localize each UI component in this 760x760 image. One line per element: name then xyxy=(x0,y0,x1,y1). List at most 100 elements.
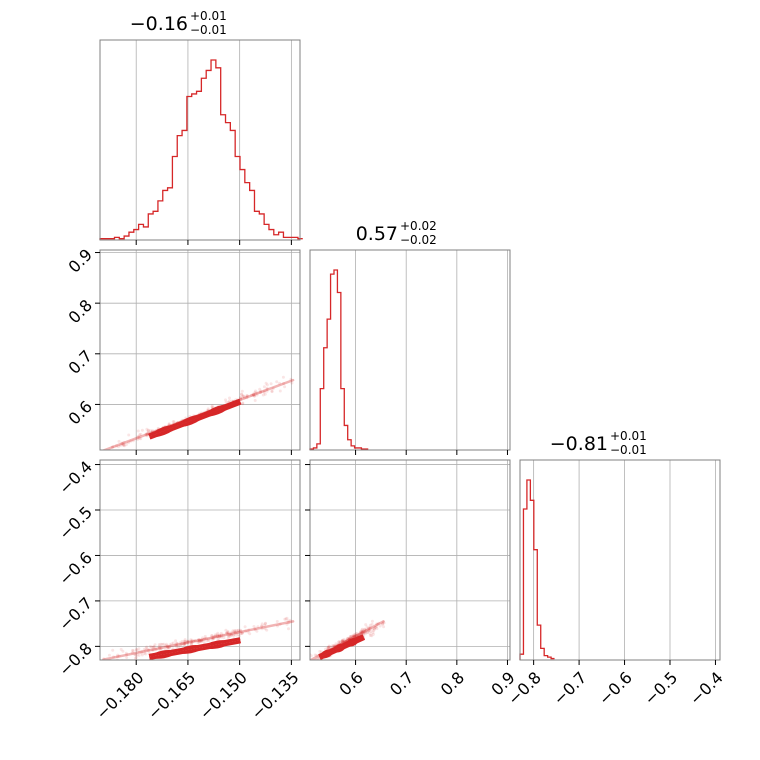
scatter-point xyxy=(360,628,364,632)
scatter-point xyxy=(341,638,344,642)
scatter-point xyxy=(146,430,150,434)
scatter-point xyxy=(170,642,174,646)
scatter-point xyxy=(145,647,149,651)
scatter-point xyxy=(139,432,143,436)
scatter-point xyxy=(316,656,320,660)
scatter-point xyxy=(326,646,330,649)
scatter-point xyxy=(174,639,178,643)
scatter-point xyxy=(239,398,243,402)
scatter-point xyxy=(162,642,166,646)
scatter-point xyxy=(248,632,252,636)
y-tick-label: −0.8 xyxy=(55,639,96,680)
scatter-point xyxy=(243,625,247,629)
scatter-point xyxy=(240,631,244,635)
scatter-point xyxy=(265,628,269,632)
scatter-point xyxy=(352,634,356,638)
scatter-point xyxy=(265,387,269,391)
scatter-point xyxy=(252,393,256,397)
scatter-point xyxy=(245,394,249,398)
scatter-point xyxy=(255,629,259,633)
scatter-point xyxy=(227,633,231,637)
contour-ring xyxy=(151,425,175,437)
scatter-point xyxy=(216,633,219,637)
scatter-point xyxy=(210,405,214,409)
scatter-point xyxy=(350,635,353,639)
scatter-point xyxy=(283,617,287,621)
panel-frame xyxy=(99,39,301,241)
scatter-point xyxy=(137,653,141,657)
scatter-point xyxy=(360,630,364,634)
scatter-point xyxy=(114,444,118,448)
contour-ring xyxy=(320,649,333,659)
scatter-point xyxy=(183,642,187,646)
scatter-point xyxy=(245,396,249,400)
scatter-point xyxy=(316,662,319,665)
scatter-point xyxy=(137,435,141,439)
scatter-point xyxy=(134,657,137,660)
scatter-point xyxy=(242,394,246,398)
scatter-point xyxy=(278,622,282,626)
scatter-point xyxy=(212,636,215,640)
scatter-point xyxy=(186,639,190,643)
scatter-panel-2-1: 0.6 0.7 0.8 0.9 xyxy=(305,459,519,699)
scatter-point xyxy=(189,642,193,646)
scatter-point xyxy=(361,631,365,635)
scatter-point xyxy=(224,628,228,632)
scatter-point xyxy=(110,445,114,449)
contour-ring xyxy=(178,645,202,654)
scatter-point xyxy=(182,640,186,644)
scatter-point xyxy=(175,645,179,649)
scatter-point xyxy=(260,624,263,628)
panel-frame xyxy=(99,249,301,451)
y-tick-label: −0.7 xyxy=(55,593,96,634)
y-tick-label: −0.6 xyxy=(55,548,96,589)
scatter-point xyxy=(165,644,169,648)
scatter-point xyxy=(276,624,279,628)
scatter-point xyxy=(137,647,141,651)
scatter-point xyxy=(283,385,287,389)
contour-line xyxy=(148,400,241,437)
scatter-point xyxy=(145,432,149,436)
contour-line xyxy=(319,637,365,659)
scatter-point xyxy=(359,632,363,636)
x-tick-label: 0.6 xyxy=(335,668,366,699)
scatter-point xyxy=(259,390,263,394)
scatter-point xyxy=(258,387,262,391)
scatter-point xyxy=(228,396,231,400)
scatter-point xyxy=(271,387,275,390)
scatter-point xyxy=(367,626,371,630)
scatter-point xyxy=(159,647,163,651)
contour-line xyxy=(149,401,241,438)
scatter-point xyxy=(240,389,244,393)
scatter-point xyxy=(250,393,253,397)
contour-ring xyxy=(151,649,175,659)
scatter-point xyxy=(215,633,219,637)
scatter-point xyxy=(345,637,349,641)
scatter-point xyxy=(315,657,319,660)
scatter-point xyxy=(376,622,380,626)
scatter-point xyxy=(239,628,243,632)
scatter-point xyxy=(368,634,372,637)
scatter-point xyxy=(255,391,259,395)
scatter-point xyxy=(359,630,362,634)
scatter-point xyxy=(146,648,150,652)
scatter-point xyxy=(326,646,330,650)
scatter-point xyxy=(190,639,194,643)
scatter-point xyxy=(137,436,141,440)
scatter-point xyxy=(365,631,369,634)
scatter-point xyxy=(183,638,187,642)
scatter-point xyxy=(209,636,213,640)
scatter-point xyxy=(116,445,120,449)
scatter-point xyxy=(285,616,289,620)
scatter-point xyxy=(210,634,214,638)
scatter-point xyxy=(375,625,379,629)
scatter-panel-1-0: 0.6 0.7 0.8 0.9 xyxy=(65,245,301,455)
scatter-point xyxy=(131,649,135,653)
scatter-point xyxy=(338,640,342,644)
scatter-point xyxy=(131,648,134,652)
scatter-point xyxy=(357,633,361,636)
scatter-point xyxy=(168,646,171,650)
scatter-point xyxy=(264,381,268,385)
scatter-point xyxy=(315,654,319,657)
title-value: −0.81 xyxy=(550,433,608,455)
